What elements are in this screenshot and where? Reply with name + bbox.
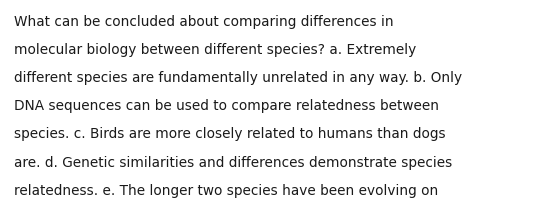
Text: species. c. Birds are more closely related to humans than dogs: species. c. Birds are more closely relat… — [14, 127, 446, 141]
Text: different species are fundamentally unrelated in any way. b. Only: different species are fundamentally unre… — [14, 71, 462, 85]
Text: molecular biology between different species? a. Extremely: molecular biology between different spec… — [14, 43, 416, 57]
Text: What can be concluded about comparing differences in: What can be concluded about comparing di… — [14, 15, 393, 29]
Text: relatedness. e. The longer two species have been evolving on: relatedness. e. The longer two species h… — [14, 184, 438, 198]
Text: DNA sequences can be used to compare relatedness between: DNA sequences can be used to compare rel… — [14, 99, 439, 113]
Text: are. d. Genetic similarities and differences demonstrate species: are. d. Genetic similarities and differe… — [14, 156, 452, 170]
